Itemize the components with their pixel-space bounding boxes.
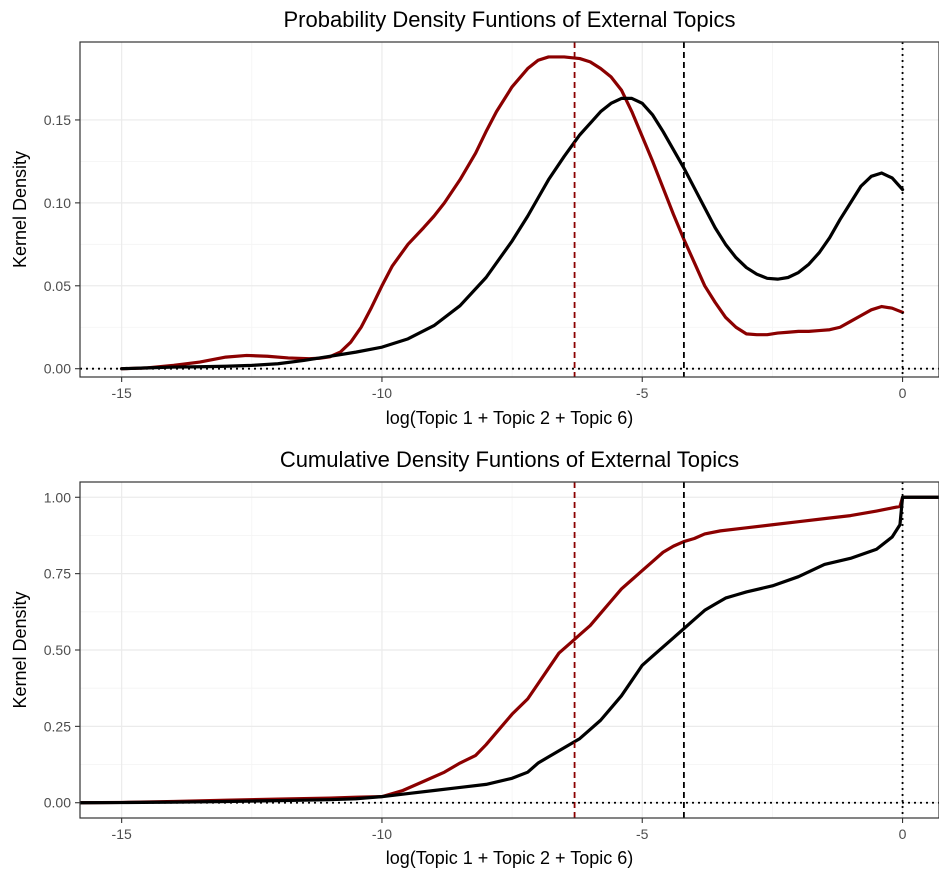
x-tick-label: -15 (112, 826, 132, 842)
plot-area (80, 42, 939, 377)
x-tick-label: -5 (636, 385, 649, 401)
plot-background (80, 42, 939, 377)
y-tick-label: 0.50 (44, 642, 71, 658)
y-tick-label: 0.05 (44, 278, 71, 294)
x-tick-label: -10 (372, 385, 392, 401)
plot-area (80, 482, 939, 818)
y-tick-label: 0.00 (44, 795, 71, 811)
y-tick-label: 1.00 (44, 489, 71, 505)
y-tick-label: 0.25 (44, 718, 71, 734)
cdf-chart: -15 -10 -5 0 0.00 0.25 0.50 0.75 1.00 Cumulative … (10, 447, 939, 868)
series-line-1 (80, 495, 939, 805)
y-axis-title: Kernel Density (10, 151, 30, 268)
y-tick-label: 0.75 (44, 566, 71, 582)
y-tick-label: 0.10 (44, 195, 71, 211)
x-tick-label: -10 (372, 826, 392, 842)
x-axis-title: log(Topic 1 + Topic 2 + Topic 6) (386, 408, 633, 428)
series-line-1 (120, 96, 905, 371)
x-tick-label: 0 (899, 385, 907, 401)
chart-title: Probability Density Funtions of External… (283, 7, 735, 32)
y-tick-label: 0.00 (44, 361, 71, 377)
x-axis-title: log(Topic 1 + Topic 2 + Topic 6) (386, 848, 633, 868)
chart-title: Cumulative Density Funtions of External … (280, 447, 739, 472)
panel-border (79, 41, 939, 378)
x-tick-label: -15 (112, 385, 132, 401)
x-tick-label: 0 (899, 826, 907, 842)
y-axis-title: Kernel Density (10, 591, 30, 708)
pdf-chart: -15 -10 -5 0 0.00 0.05 0.10 0.15 Probability Den… (10, 7, 939, 428)
y-tick-label: 0.15 (44, 112, 71, 128)
x-tick-label: -5 (636, 826, 649, 842)
